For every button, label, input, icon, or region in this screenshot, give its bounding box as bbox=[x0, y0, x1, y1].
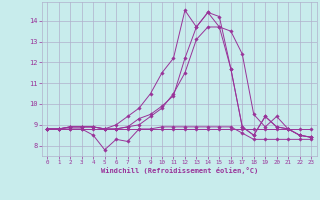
X-axis label: Windchill (Refroidissement éolien,°C): Windchill (Refroidissement éolien,°C) bbox=[100, 167, 258, 174]
